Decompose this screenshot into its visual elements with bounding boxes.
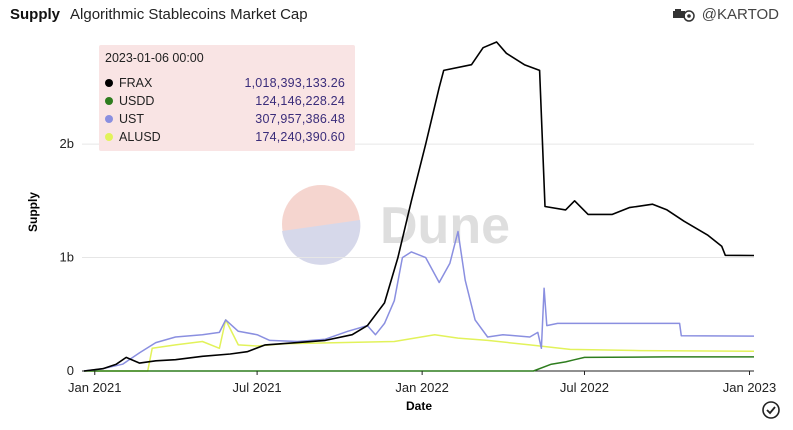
tooltip-series-name: FRAX — [119, 75, 153, 90]
tooltip-series-value: 124,146,228.24 — [255, 93, 345, 108]
tooltip-series-name: UST — [119, 111, 144, 126]
chart-subtitle: Algorithmic Stablecoins Market Cap — [70, 6, 308, 23]
x-tick-label: Jul 2022 — [560, 380, 609, 395]
alusd-legend-dot — [105, 132, 113, 141]
tooltip-date: 2023-01-06 00:00 — [105, 51, 204, 65]
frax-legend-dot — [105, 78, 113, 87]
tooltip-series-value: 307,957,386.48 — [255, 111, 345, 126]
y-tick-label: 2b — [60, 136, 74, 151]
author-name: @KARTOD — [701, 6, 779, 23]
x-tick-label: Jan 2023 — [723, 380, 777, 395]
ust-legend-dot — [105, 114, 113, 123]
tooltip-series-name: USDD — [119, 93, 155, 108]
dune-logo-lower-half — [282, 220, 361, 265]
series-line-frax — [83, 41, 755, 372]
check-circle-icon[interactable] — [761, 400, 781, 420]
hover-tooltip: 2023-01-06 00:00 FRAX 1,018,393,133.26 U… — [99, 45, 355, 151]
tooltip-row-ust: UST 307,957,386.48 — [105, 110, 345, 127]
author-handle[interactable]: @KARTOD — [672, 6, 779, 23]
y-axis-label: Supply — [26, 192, 40, 232]
tooltip-row-usdd: USDD 124,146,228.24 — [105, 92, 345, 109]
y-tick-label: 0 — [67, 363, 74, 378]
x-tick-label: Jan 2022 — [395, 380, 449, 395]
series-line-ust — [83, 230, 755, 372]
chart-title: Supply — [10, 6, 61, 23]
tooltip-series-value: 174,240,390.60 — [255, 129, 345, 144]
dune-wordmark: Dune — [380, 197, 510, 255]
series-line-usdd — [84, 356, 754, 372]
x-tick-label: Jul 2021 — [233, 380, 282, 395]
tooltip-row-frax: FRAX 1,018,393,133.26 — [105, 74, 345, 91]
chart-header: Supply Algorithmic Stablecoins Market Ca… — [10, 6, 308, 23]
y-tick-label: 1b — [60, 250, 74, 265]
y-axis-ticks: 0 1b 2b — [60, 136, 74, 378]
usdd-legend-dot — [105, 96, 113, 105]
tooltip-row-alusd: ALUSD 174,240,390.60 — [105, 128, 345, 145]
x-axis-label: Date — [406, 399, 432, 413]
tooltip-series-name: ALUSD — [119, 129, 161, 144]
tooltip-series-value: 1,018,393,133.26 — [244, 75, 345, 90]
dune-watermark: Dune — [282, 185, 510, 265]
series-line-alusd — [84, 319, 755, 372]
series-lines — [83, 41, 755, 372]
x-axis-ticks: Jan 2021 Jul 2021 Jan 2022 Jul 2022 Jan 2023 — [68, 371, 776, 395]
x-tick-label: Jan 2021 — [68, 380, 122, 395]
author-avatar-icon — [672, 8, 695, 22]
